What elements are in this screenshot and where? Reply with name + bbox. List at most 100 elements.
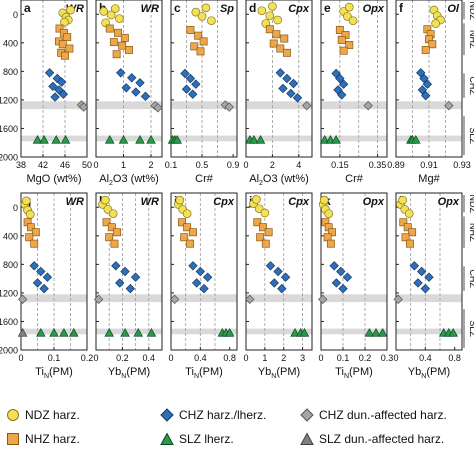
data-point-nhz	[55, 24, 64, 33]
data-point-nhz	[31, 228, 40, 237]
data-point-ndz	[268, 2, 277, 11]
y-tick-label: 400	[3, 231, 18, 241]
legend-label: CHZ harz./lherz.	[179, 408, 267, 422]
data-point-ndz	[115, 14, 124, 23]
x-tick-label: 4	[296, 160, 301, 170]
data-point-slz	[411, 134, 421, 144]
data-point-chz	[329, 261, 339, 271]
data-point-chzdun	[93, 294, 104, 305]
y-tick-label: 800	[3, 260, 18, 270]
y-tick-label: 1200	[0, 95, 18, 105]
triangle-marker-icon	[160, 432, 174, 445]
data-point-ndz	[252, 195, 261, 204]
data-point-chz	[39, 283, 49, 294]
x-tick-label: 0	[318, 353, 323, 363]
panel-frame	[395, 0, 463, 158]
data-point-nhz	[183, 223, 192, 232]
x-tick-label: 2	[270, 160, 275, 170]
data-point-chzdun	[169, 294, 180, 305]
data-point-chz	[288, 78, 299, 89]
y-tick-label: 800	[3, 67, 18, 77]
data-point-ndz	[182, 209, 192, 219]
data-point-chz	[273, 266, 283, 277]
data-point-nhz	[199, 37, 208, 46]
x-tick-label: 0.1	[48, 353, 61, 363]
data-point-chz	[420, 283, 431, 294]
data-point-ndz	[273, 15, 283, 25]
diamond-marker-icon	[160, 408, 174, 422]
data-point-nhz	[272, 30, 281, 39]
panel-phase-label: WR	[141, 196, 159, 208]
data-point-chz	[180, 68, 190, 79]
x-tick-label: 0.4	[194, 353, 207, 363]
data-point-nhz	[259, 223, 267, 232]
shaded-band	[321, 101, 387, 110]
data-point-slz	[290, 327, 300, 337]
legend-item-chz: CHZ harz./lherz.	[160, 408, 266, 422]
data-point-chz	[277, 283, 287, 294]
data-point-slz	[325, 134, 336, 144]
legend-item-slz-dun: SLZ dun.-affected harz.	[300, 432, 444, 446]
y-tick-label: 0	[13, 203, 18, 213]
data-point-nhz	[65, 44, 74, 53]
data-point-chz	[424, 272, 434, 282]
data-point-nhz	[265, 25, 274, 34]
data-point-ndz	[260, 208, 270, 218]
data-point-chz	[191, 79, 201, 89]
square-marker-icon	[7, 433, 19, 445]
zone-label: CHZ	[468, 269, 474, 288]
data-point-slz	[39, 134, 49, 144]
data-point-slz	[51, 134, 61, 144]
data-point-nhz	[180, 233, 189, 242]
data-point-chz	[127, 73, 137, 83]
data-point-ndz	[207, 16, 216, 26]
shaded-band	[21, 135, 87, 142]
panel-frame	[320, 0, 388, 158]
panel-e: 0.15 0.35 Cr# e Opx	[319, 0, 388, 185]
data-point-nhz	[282, 48, 291, 57]
x-tick-label: 0	[168, 353, 173, 363]
data-point-nhz	[421, 46, 430, 54]
data-point-chz	[335, 73, 345, 84]
x-axis-label: MgO (wt%)	[27, 173, 82, 185]
data-point-nhz	[253, 218, 262, 227]
data-point-slz	[255, 134, 266, 144]
legend-label: NHZ harz.	[25, 432, 80, 446]
data-point-chz	[57, 77, 67, 87]
x-tick-label: 42	[38, 160, 48, 170]
data-point-slz	[364, 327, 375, 337]
data-point-chz	[280, 272, 291, 282]
x-tick-label: 0.9	[227, 160, 240, 170]
panel-phase-label: Opx	[363, 3, 385, 15]
x-tick-label: 2	[281, 353, 286, 363]
data-point-chz	[48, 81, 58, 92]
data-point-slz	[133, 327, 144, 337]
data-point-chzdun	[224, 102, 234, 112]
y-tick-label: 2000	[0, 153, 18, 163]
data-point-chz	[58, 89, 69, 99]
data-point-chz	[275, 68, 286, 78]
data-point-slz	[49, 327, 59, 337]
data-point-slz	[32, 134, 43, 144]
shaded-band	[96, 328, 162, 335]
data-point-slz	[172, 134, 183, 144]
data-point-ndz	[197, 12, 207, 21]
x-tick-label: 0.8	[223, 353, 236, 363]
x-tick-label: 1	[262, 353, 267, 363]
data-point-slz	[118, 134, 129, 144]
data-point-nhz	[190, 42, 199, 51]
zone-label: NDZ	[468, 1, 474, 20]
data-point-nhz	[186, 239, 195, 248]
data-point-nhz	[114, 28, 122, 37]
data-point-chzdun	[393, 294, 403, 305]
diamond-marker-icon	[300, 408, 314, 422]
x-tick-label: 0.2	[359, 353, 372, 363]
data-point-chz	[416, 266, 427, 277]
y-tick-label: 1600	[0, 124, 18, 134]
data-point-nhz	[110, 239, 119, 248]
